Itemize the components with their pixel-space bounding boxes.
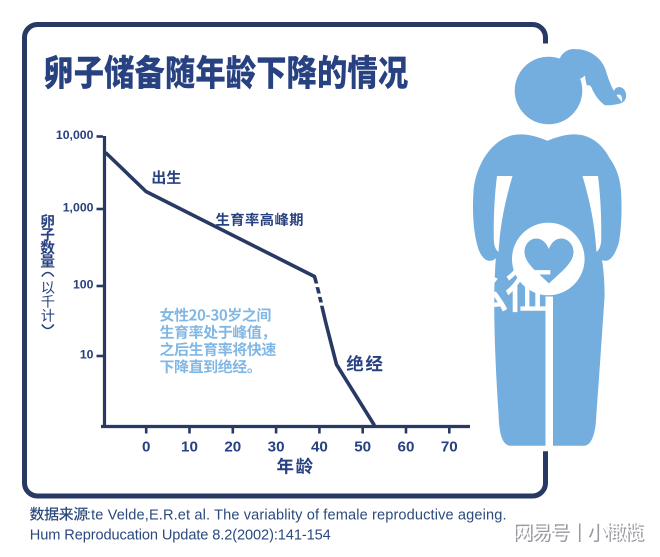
svg-text:Hum Reproducation Update 8.2(2: Hum Reproducation Update 8.2(2002):141-1… <box>30 528 331 544</box>
svg-text:0: 0 <box>142 439 150 456</box>
svg-text:10,000: 10,000 <box>56 128 94 142</box>
svg-text:1,000: 1,000 <box>63 201 94 215</box>
svg-text:30: 30 <box>268 439 285 456</box>
svg-text:100: 100 <box>73 278 94 292</box>
svg-text:50: 50 <box>354 439 371 456</box>
svg-text:10: 10 <box>181 439 198 456</box>
svg-text:10: 10 <box>80 348 94 362</box>
svg-text:70: 70 <box>441 439 458 456</box>
svg-text::te Velde,E.R.et al. The varia: :te Velde,E.R.et al. The variablity of f… <box>87 508 507 524</box>
svg-text:40: 40 <box>311 439 328 456</box>
svg-text:60: 60 <box>398 439 415 456</box>
svg-text:20: 20 <box>224 439 241 456</box>
